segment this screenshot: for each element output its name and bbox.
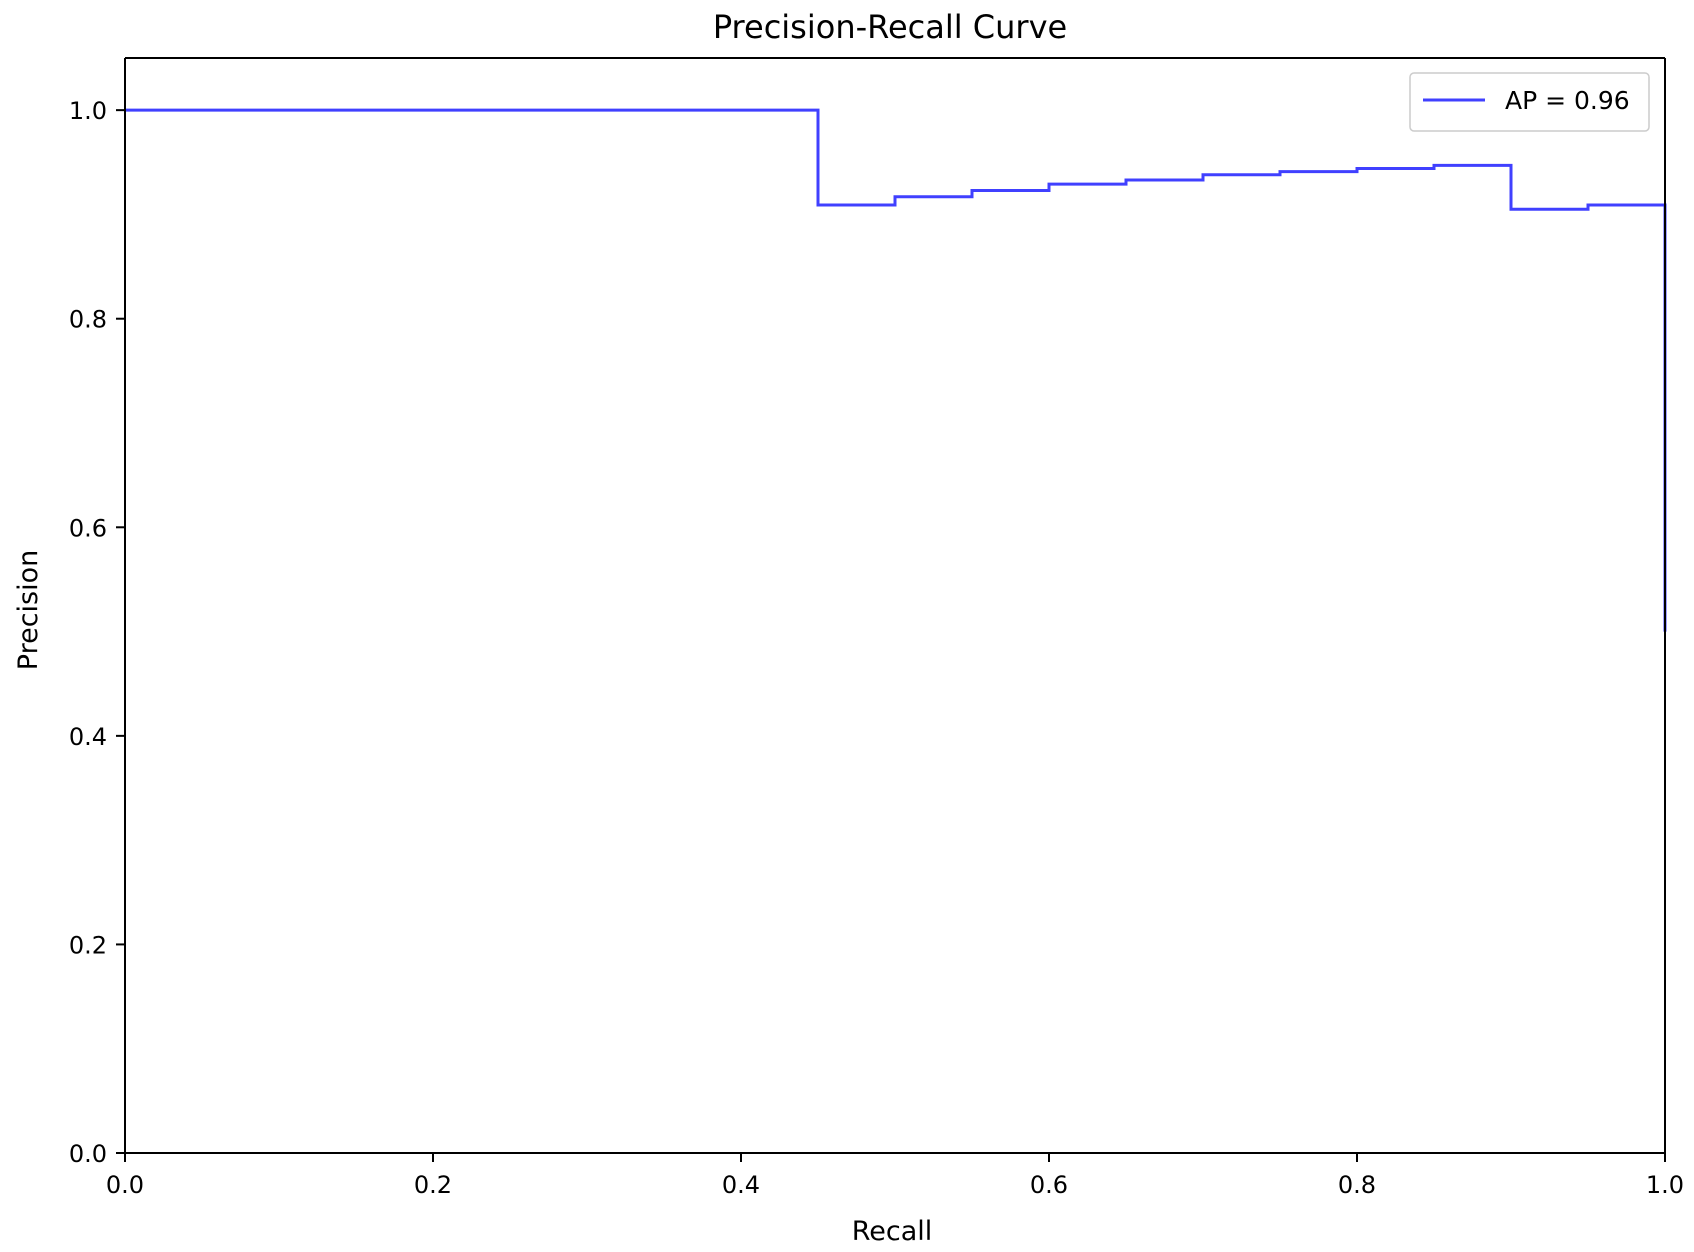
pr-line-group — [125, 108, 1667, 632]
x-ticks: 0.0 0.2 0.4 0.6 0.8 1.0 — [106, 1153, 1684, 1199]
legend: AP = 0.96 — [1409, 72, 1650, 132]
y-tick-label: 0.4 — [69, 723, 107, 751]
y-tick-label: 1.0 — [69, 97, 107, 125]
chart-title: Precision-Recall Curve — [713, 8, 1067, 46]
legend-label: AP = 0.96 — [1505, 86, 1630, 115]
y-tick-label: 0.0 — [69, 1140, 107, 1168]
x-tick-label: 0.2 — [414, 1171, 452, 1199]
axes-group — [124, 57, 1666, 1154]
plot-area — [125, 58, 1665, 1153]
x-tick-label: 0.0 — [106, 1171, 144, 1199]
y-tick-label: 0.6 — [69, 514, 107, 542]
x-axis-label: Recall — [852, 1216, 933, 1247]
x-tick-label: 1.0 — [1646, 1171, 1684, 1199]
x-tick-label: 0.6 — [1030, 1171, 1068, 1199]
legend-box — [1409, 72, 1650, 132]
y-tick-label: 0.2 — [69, 931, 107, 959]
y-ticks: 0.0 0.2 0.4 0.6 0.8 1.0 — [69, 97, 125, 1168]
y-axis-label: Precision — [13, 550, 44, 670]
y-tick-label: 0.8 — [69, 306, 107, 334]
x-tick-label: 0.4 — [722, 1171, 760, 1199]
x-tick-label: 0.8 — [1338, 1171, 1376, 1199]
series-line-0 — [125, 108, 1667, 632]
